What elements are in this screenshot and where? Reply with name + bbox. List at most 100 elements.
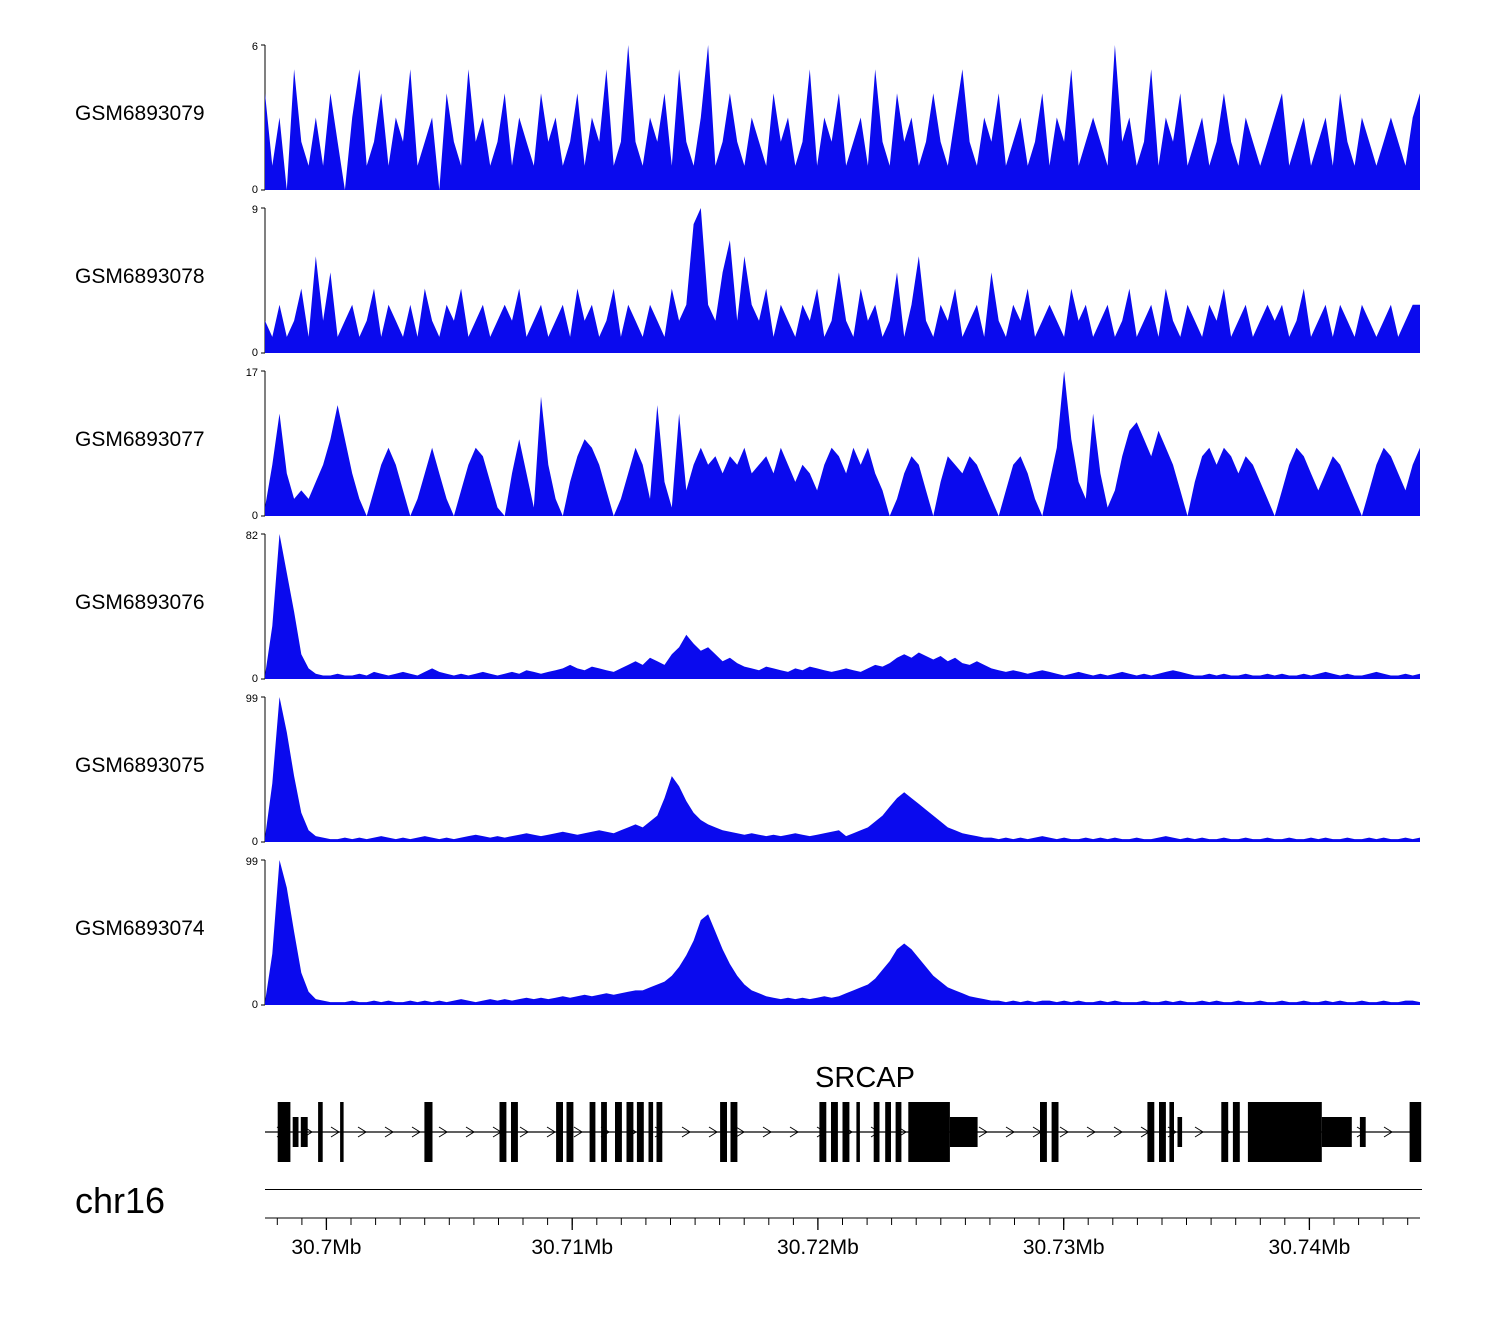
strand-arrow-icon	[330, 1126, 340, 1138]
coverage-track: GSM6893079 6 0	[0, 42, 1500, 205]
gene-exon	[885, 1102, 891, 1162]
strand-arrow-icon	[357, 1126, 367, 1138]
gene-exon	[873, 1102, 880, 1162]
strand-arrow-icon	[465, 1126, 475, 1138]
gene-exon	[340, 1102, 344, 1162]
track-plot: 82 0	[246, 531, 1420, 683]
strand-arrow-icon	[1383, 1126, 1393, 1138]
gene-exon	[1247, 1102, 1322, 1162]
strand-arrow-icon	[762, 1126, 772, 1138]
gene-exon	[601, 1102, 607, 1162]
track-sample-label: GSM6893079	[75, 102, 205, 125]
track-sample-label: GSM6893075	[75, 754, 205, 777]
gene-exon	[1359, 1117, 1366, 1147]
gene-exon	[949, 1117, 978, 1147]
y-axis-min-label: 0	[252, 184, 258, 194]
coverage-area	[265, 45, 1420, 190]
gene-name-label: SRCAP	[815, 1062, 915, 1094]
coverage-area	[265, 534, 1420, 679]
axis-tick-label: 30.74Mb	[1269, 1236, 1351, 1259]
strand-arrow-icon	[1059, 1126, 1069, 1138]
coverage-area	[265, 208, 1420, 353]
track-sample-label: GSM6893076	[75, 591, 205, 614]
y-axis-max-label: 17	[246, 368, 258, 379]
gene-exon	[566, 1102, 574, 1162]
gene-exon	[292, 1117, 299, 1147]
strand-arrow-icon	[978, 1126, 988, 1138]
gene-exon	[556, 1102, 563, 1162]
gene-exon	[636, 1102, 644, 1162]
strand-arrow-icon	[519, 1126, 529, 1138]
gene-exon	[842, 1102, 850, 1162]
y-axis-min-label: 0	[252, 510, 258, 520]
gene-exon	[831, 1102, 838, 1162]
gene-exon	[511, 1102, 518, 1162]
coverage-track: GSM6893076 82 0	[0, 531, 1500, 694]
strand-arrow-icon	[1194, 1126, 1204, 1138]
strand-arrow-icon	[546, 1126, 556, 1138]
gene-exon	[499, 1102, 507, 1162]
gene-exon	[300, 1117, 308, 1147]
gene-exon	[1147, 1102, 1155, 1162]
gene-exon	[656, 1102, 663, 1162]
gene-exon	[424, 1102, 433, 1162]
gene-exon	[1040, 1102, 1047, 1162]
coverage-track: GSM6893075 99 0	[0, 694, 1500, 857]
track-plot: 17 0	[246, 368, 1420, 520]
coverage-area	[265, 371, 1420, 516]
strand-arrow-icon	[1113, 1126, 1123, 1138]
separator-line	[265, 1189, 1422, 1190]
gene-exon	[730, 1102, 738, 1162]
gene-exon	[1221, 1102, 1229, 1162]
y-axis-max-label: 82	[246, 531, 258, 542]
track-plot: 60	[252, 42, 1420, 194]
axis-tick-label: 30.7Mb	[291, 1236, 361, 1259]
gene-exon	[1321, 1117, 1352, 1147]
gene-exon	[1232, 1102, 1240, 1162]
gene-exon	[895, 1102, 902, 1162]
axis-tick-label: 30.72Mb	[777, 1236, 859, 1259]
strand-arrow-icon	[384, 1126, 394, 1138]
gene-exon	[648, 1102, 654, 1162]
coverage-track: GSM6893077 17 0	[0, 368, 1500, 531]
coverage-area	[265, 860, 1420, 1005]
strand-arrow-icon	[573, 1126, 583, 1138]
coverage-track: GSM6893078 9 0	[0, 205, 1500, 368]
gene-model-track	[265, 1102, 1422, 1162]
y-axis-max-label: 9	[252, 205, 258, 216]
gene-exon	[626, 1102, 634, 1162]
y-axis-min-label: 0	[252, 673, 258, 683]
chromosome-label: chr16	[75, 1180, 166, 1221]
gene-exon	[1051, 1102, 1059, 1162]
y-axis-max-label: 6	[252, 42, 258, 53]
track-sample-label: GSM6893078	[75, 265, 205, 288]
track-plot: 90	[252, 205, 1420, 357]
y-axis-min-label: 0	[252, 836, 258, 846]
gene-exon	[819, 1102, 827, 1162]
gene-exon	[908, 1102, 950, 1162]
strand-arrow-icon	[708, 1126, 718, 1138]
gene-exon	[856, 1102, 860, 1162]
strand-arrow-icon	[1005, 1126, 1015, 1138]
track-sample-label: GSM6893077	[75, 428, 205, 451]
gene-exon	[277, 1102, 291, 1162]
strand-arrow-icon	[411, 1126, 421, 1138]
strand-arrow-icon	[735, 1126, 745, 1138]
gene-exon	[1159, 1102, 1166, 1162]
y-axis-max-label: 99	[246, 694, 258, 705]
strand-arrow-icon	[438, 1126, 448, 1138]
genomic-axis-ruler: 30.7Mb 30.71Mb 30.72Mb 30.73Mb 30.74Mb	[265, 1217, 1420, 1259]
axis-tick-label: 30.71Mb	[531, 1236, 613, 1259]
strand-arrow-icon	[789, 1126, 799, 1138]
gene-exon	[1177, 1117, 1183, 1147]
y-axis-min-label: 0	[252, 347, 258, 357]
gene-exon	[589, 1102, 596, 1162]
gene-exon	[1409, 1102, 1422, 1162]
y-axis-min-label: 0	[252, 999, 258, 1009]
gene-exon	[720, 1102, 727, 1162]
gene-exon	[1169, 1102, 1174, 1162]
coverage-track: GSM6893074 99 0	[0, 857, 1500, 1020]
axis-tick-label: 30.73Mb	[1023, 1236, 1105, 1259]
gene-exon	[318, 1102, 323, 1162]
track-plot: 99 0	[246, 694, 1420, 846]
